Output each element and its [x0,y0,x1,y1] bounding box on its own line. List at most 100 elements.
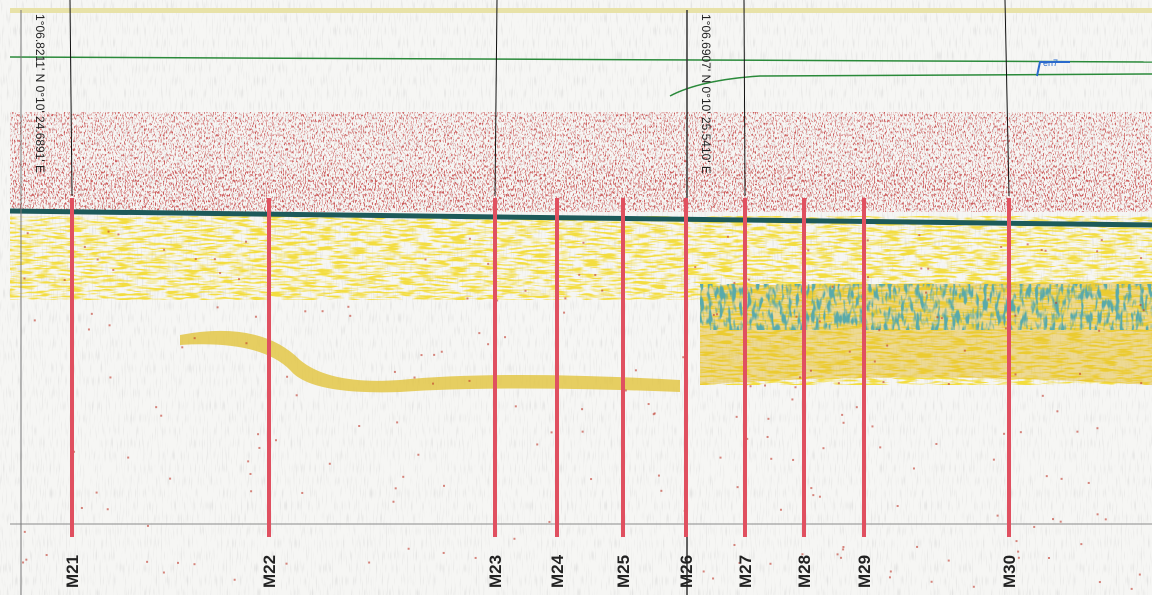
marker-label: M26 [677,555,696,588]
speckle [766,435,769,438]
speckle [590,478,593,481]
speckle [660,489,663,492]
speckle [918,234,921,237]
speckle [767,417,770,420]
speckle [582,241,585,244]
speckle [1130,587,1133,590]
speckle [866,239,869,242]
speckle [162,571,165,574]
noise-band-dense [10,170,1152,210]
speckle [878,329,881,332]
speckle [442,551,445,554]
speckle [799,376,802,379]
speckle [117,233,120,236]
speckle [807,249,810,252]
speckle [487,262,490,265]
speckle [1060,477,1063,480]
speckle [23,530,26,533]
coordinate-label: 1°06.6907' N 0°10' 25.5410' E [699,14,713,174]
speckle [930,580,933,583]
speckle [947,559,950,562]
speckle [181,346,184,349]
speckle [106,508,109,511]
speckle [818,320,821,323]
speckle [301,491,304,494]
speckle [424,258,427,261]
speckle [1080,543,1083,546]
speckle [715,313,718,316]
speckle [83,245,86,248]
speckle [295,394,298,397]
speckle [443,484,446,487]
speckle [109,376,112,379]
speckle [550,431,553,434]
speckle [249,472,252,475]
speckle [394,487,397,490]
speckle [160,414,163,417]
speckle [285,562,288,565]
layer-echo [10,216,1152,300]
speckle [514,405,517,408]
speckle [22,561,25,564]
speckle [770,457,773,460]
marker-label: M27 [736,555,755,588]
speckle [794,386,797,389]
speckle [634,369,637,372]
speckle [358,425,361,428]
speckle [916,545,919,548]
speckle [96,258,99,261]
speckle [478,332,481,335]
speckle [795,315,798,318]
speckle [1096,513,1099,516]
speckle [888,576,891,579]
speckle [920,267,923,270]
speckle [1098,581,1101,584]
speckle [274,439,277,442]
speckle [1017,550,1020,553]
speckle [420,354,423,357]
speckle [127,456,130,459]
speckle [216,306,219,309]
speckle [440,350,443,353]
speckle [63,278,66,281]
speckle [1052,518,1055,521]
speckle [841,413,844,416]
speckle [1017,556,1020,559]
speckle [1014,314,1017,317]
speckle [855,406,858,409]
speckle [940,317,943,320]
speckle [712,577,715,580]
speckle [1138,573,1141,576]
speckle [250,490,253,493]
speckle [871,425,874,428]
speckle [80,506,83,509]
speckle [392,500,395,503]
leader-lines [69,0,1010,197]
speckle [213,258,216,261]
speckle [1079,372,1082,375]
speckle [935,442,938,445]
speckle [402,475,405,478]
speckle [321,310,324,313]
speckle [840,556,843,559]
green-line [9,56,1152,63]
speckle [735,415,738,418]
speckle [245,342,248,345]
speckle [257,433,260,436]
speckle [581,430,584,433]
speckle [1140,257,1143,260]
speckle [245,240,248,243]
speckle [233,578,236,581]
coordinate-label: 1°06.8211' N 0°10' 24.6891' E [33,14,47,173]
school-core [700,284,1152,330]
speckle [548,520,551,523]
marker-label: M22 [260,555,279,588]
speckle [801,553,804,556]
speckle [733,543,736,546]
speckle [747,278,750,281]
speckle [792,458,795,461]
speckle [1087,481,1090,484]
speckle [842,548,845,551]
speckle [1003,432,1006,435]
